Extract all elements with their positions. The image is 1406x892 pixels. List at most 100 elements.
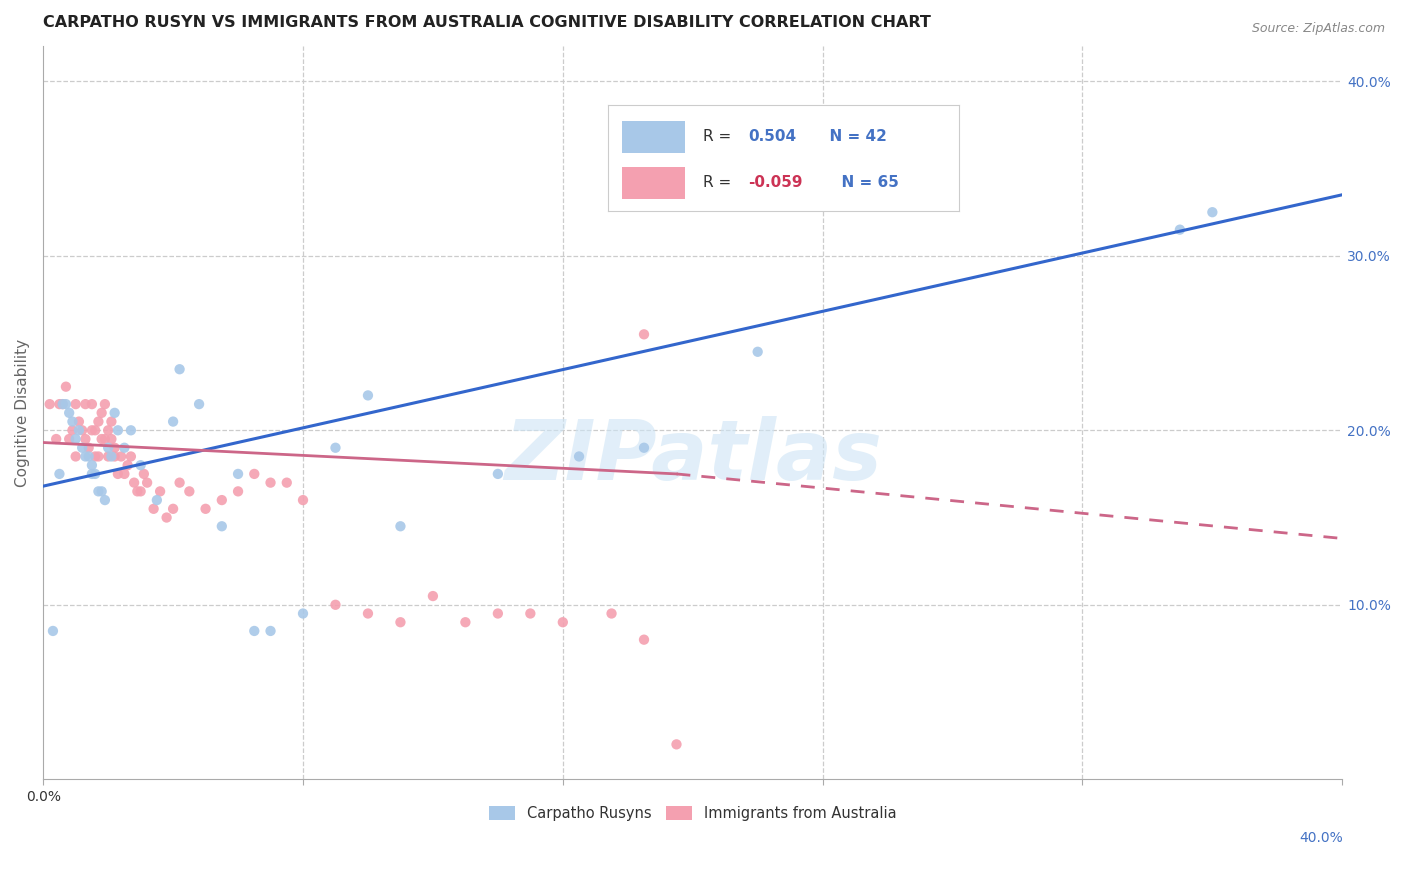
Point — [1201, 205, 1223, 219]
Point — [90, 432, 112, 446]
Point — [357, 388, 380, 402]
Point — [84, 423, 107, 437]
Point — [600, 607, 623, 621]
Legend: Carpatho Rusyns, Immigrants from Australia: Carpatho Rusyns, Immigrants from Austral… — [484, 800, 903, 827]
Point — [104, 450, 127, 464]
Point — [132, 467, 155, 481]
Point — [122, 475, 145, 490]
Point — [389, 519, 412, 533]
Point — [52, 397, 75, 411]
Point — [80, 467, 103, 481]
Point — [58, 406, 80, 420]
Point — [67, 415, 90, 429]
Point — [38, 397, 60, 411]
Point — [70, 423, 93, 437]
Point — [519, 607, 541, 621]
Point — [104, 406, 127, 420]
Point — [747, 344, 769, 359]
Point — [65, 450, 87, 464]
Point — [104, 441, 127, 455]
Point — [100, 432, 122, 446]
Point — [48, 397, 70, 411]
Point — [259, 624, 281, 638]
Point — [65, 432, 87, 446]
Point — [486, 607, 509, 621]
Point — [70, 441, 93, 455]
Point — [100, 415, 122, 429]
Point — [94, 493, 117, 508]
Point — [77, 450, 100, 464]
Point — [633, 632, 655, 647]
Point — [162, 415, 184, 429]
Point — [80, 458, 103, 473]
Point — [169, 475, 191, 490]
Point — [117, 458, 139, 473]
Point — [112, 467, 135, 481]
Point — [129, 458, 152, 473]
Point — [259, 475, 281, 490]
Point — [90, 484, 112, 499]
Point — [120, 450, 142, 464]
Point — [84, 467, 107, 481]
Text: 40.0%: 40.0% — [1299, 831, 1343, 846]
Point — [179, 484, 201, 499]
Point — [243, 467, 266, 481]
Point — [67, 423, 90, 437]
Point — [155, 510, 177, 524]
Point — [87, 450, 110, 464]
Point — [120, 423, 142, 437]
Point — [87, 415, 110, 429]
Point — [422, 589, 444, 603]
Point — [1168, 222, 1191, 236]
Point — [97, 423, 120, 437]
Point — [58, 432, 80, 446]
Point — [97, 450, 120, 464]
Point — [486, 467, 509, 481]
Point — [188, 397, 211, 411]
Point — [276, 475, 298, 490]
Text: CARPATHO RUSYN VS IMMIGRANTS FROM AUSTRALIA COGNITIVE DISABILITY CORRELATION CHA: CARPATHO RUSYN VS IMMIGRANTS FROM AUSTRA… — [44, 15, 931, 30]
Point — [211, 493, 233, 508]
Point — [75, 397, 97, 411]
Point — [162, 501, 184, 516]
Point — [87, 484, 110, 499]
Point — [292, 607, 315, 621]
Point — [136, 475, 159, 490]
Point — [75, 450, 97, 464]
Point — [665, 737, 688, 751]
Point — [77, 441, 100, 455]
Point — [94, 397, 117, 411]
Point — [52, 397, 75, 411]
Point — [325, 598, 347, 612]
Point — [97, 441, 120, 455]
Point — [127, 484, 149, 499]
Point — [633, 441, 655, 455]
Point — [149, 484, 172, 499]
Point — [84, 450, 107, 464]
Point — [194, 501, 217, 516]
Point — [80, 423, 103, 437]
Point — [42, 624, 65, 638]
Point — [45, 432, 67, 446]
Point — [80, 397, 103, 411]
Point — [62, 415, 84, 429]
Point — [357, 607, 380, 621]
Point — [55, 379, 77, 393]
Y-axis label: Cognitive Disability: Cognitive Disability — [15, 339, 30, 487]
Point — [226, 467, 249, 481]
Point — [62, 423, 84, 437]
Point — [75, 432, 97, 446]
Point — [55, 397, 77, 411]
Point — [243, 624, 266, 638]
Point — [325, 441, 347, 455]
Point — [292, 493, 315, 508]
Text: ZIPatlas: ZIPatlas — [503, 417, 882, 498]
Point — [633, 327, 655, 342]
Point — [100, 450, 122, 464]
Point — [112, 441, 135, 455]
Point — [142, 501, 165, 516]
Point — [48, 467, 70, 481]
Point — [107, 467, 129, 481]
Point — [454, 615, 477, 630]
Point — [90, 406, 112, 420]
